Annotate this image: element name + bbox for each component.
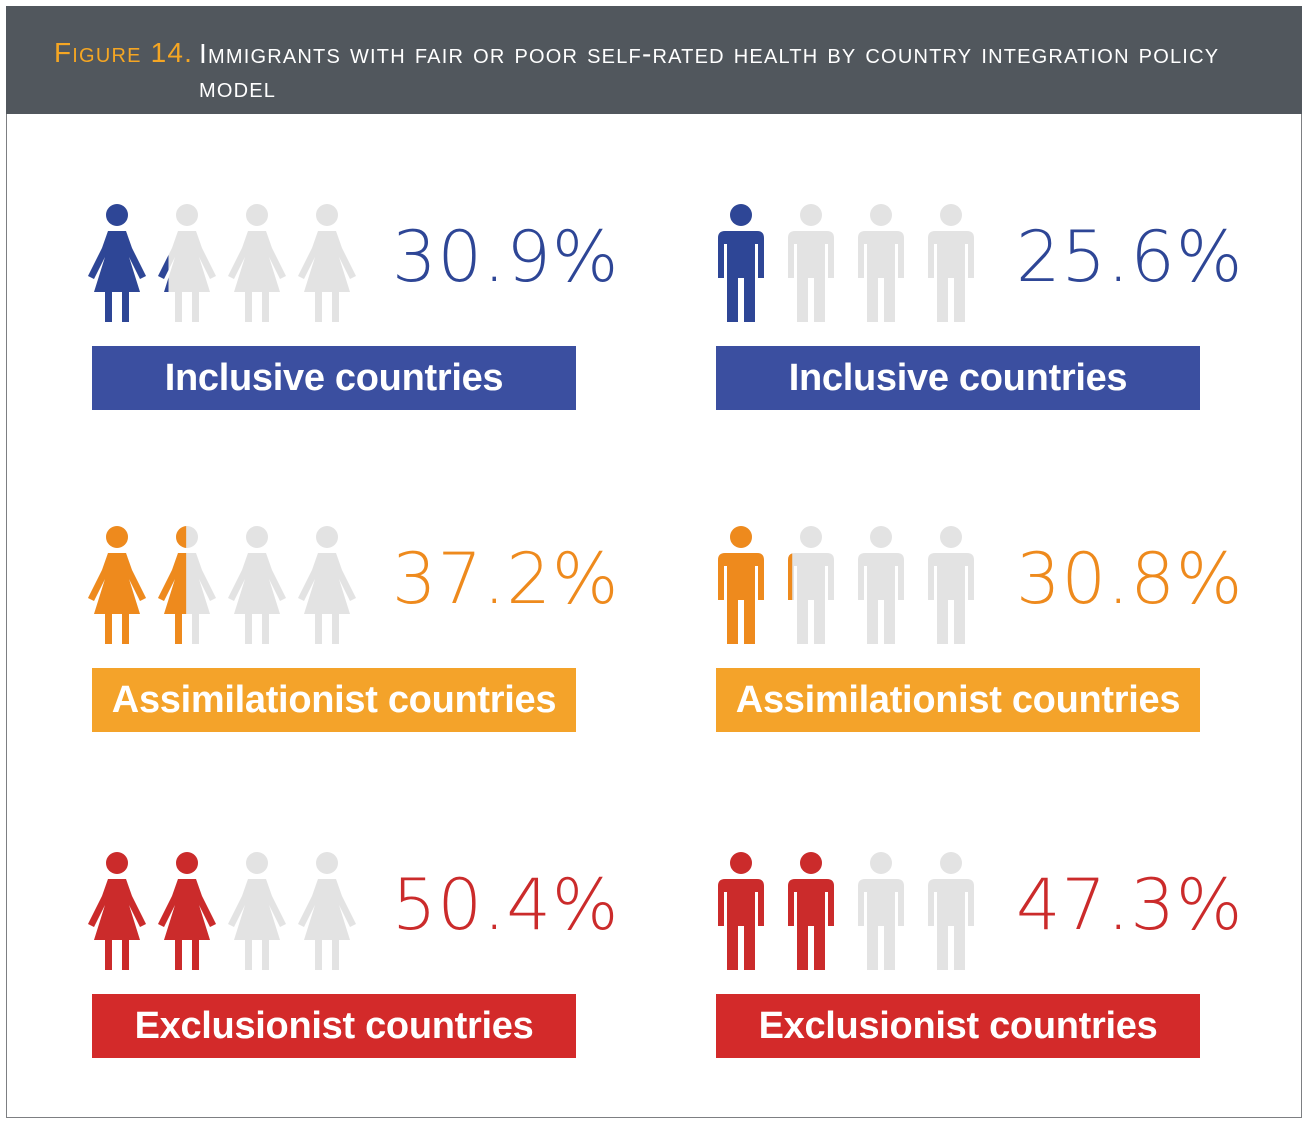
man-icon-filled (718, 852, 764, 970)
man-icon (928, 526, 974, 644)
woman-icon-row (88, 204, 356, 322)
woman-icon (298, 526, 356, 644)
percentage-label: 25.6% (1016, 216, 1244, 298)
category-band: Assimilationist countries (92, 668, 576, 732)
category-band: Assimilationist countries (716, 668, 1200, 732)
woman-icon (298, 852, 356, 970)
man-icon-row (718, 526, 974, 644)
woman-icon (298, 204, 356, 322)
figure-title-bar: Figure 14. Immigrants with fair or poor … (6, 6, 1302, 114)
man-icon-filled (718, 204, 764, 322)
woman-icon-filled (88, 204, 146, 322)
woman-icon (228, 852, 286, 970)
woman-icon (158, 204, 216, 322)
man-icon (858, 852, 904, 970)
percentage-label: 30.8% (1016, 538, 1244, 620)
panel-women-1: 37.2% Assimilationist countries (82, 522, 618, 742)
panel-men-0: 25.6% Inclusive countries (706, 200, 1242, 420)
category-band: Exclusionist countries (92, 994, 576, 1058)
man-icon-row (718, 204, 974, 322)
percentage-label: 37.2% (392, 538, 620, 620)
category-band: Inclusive countries (92, 346, 576, 410)
man-icon (928, 204, 974, 322)
woman-icon (228, 526, 286, 644)
man-icon-filled (788, 553, 793, 600)
man-icon (928, 852, 974, 970)
panel-women-0: 30.9% Inclusive countries (82, 200, 618, 420)
woman-icon-row (88, 526, 356, 644)
woman-icon-filled (158, 526, 187, 644)
woman-icon-row (88, 852, 356, 970)
woman-icon-filled (88, 852, 146, 970)
man-icon (788, 204, 834, 322)
man-icon (858, 526, 904, 644)
panel-men-2: 47.3% Exclusionist countries (706, 848, 1242, 1068)
percentage-label: 30.9% (392, 216, 620, 298)
man-icon-filled (718, 526, 764, 644)
figure-frame (6, 6, 1302, 1118)
figure-label: Figure 14. (54, 37, 194, 68)
man-icon-filled (788, 852, 834, 970)
man-icon (858, 204, 904, 322)
man-icon (788, 526, 834, 644)
percentage-label: 50.4% (392, 864, 620, 946)
panel-women-2: 50.4% Exclusionist countries (82, 848, 618, 1068)
panel-men-1: 30.8% Assimilationist countries (706, 522, 1242, 742)
category-band: Inclusive countries (716, 346, 1200, 410)
woman-icon-filled (88, 526, 146, 644)
man-icon-row (718, 852, 974, 970)
woman-icon-filled (158, 852, 216, 970)
figure-title: Immigrants with fair or poor self-rated … (199, 38, 1220, 103)
percentage-label: 47.3% (1016, 864, 1244, 946)
category-band: Exclusionist countries (716, 994, 1200, 1058)
woman-icon-filled (158, 254, 169, 292)
woman-icon (228, 204, 286, 322)
